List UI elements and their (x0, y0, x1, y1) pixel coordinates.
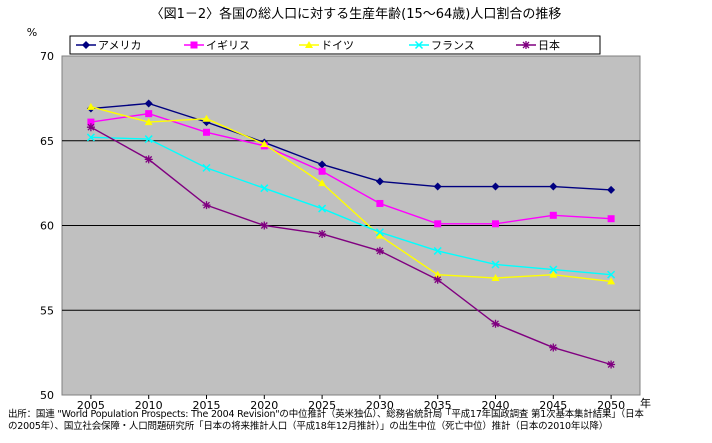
source-note-line-2: の2005年）、国立社会保障・人口問題研究所「日本の将来推計人口（平成18年12… (8, 421, 609, 432)
source-note: 出所：国連 "World Population Prospects: The 2… (8, 409, 708, 433)
data-point (376, 199, 384, 207)
data-point (433, 275, 442, 284)
legend-label: フランス (431, 39, 475, 52)
x-tick-label: 2040 (482, 399, 510, 410)
x-tick-label: 2035 (424, 399, 452, 410)
y-tick-label: 50 (40, 389, 54, 402)
legend-swatch-marker (190, 41, 198, 49)
data-point (607, 270, 616, 279)
line-chart: 〈図1－2〉各国の総人口に対する生産年齢(15〜64歳)人口割合の推移 % 50… (27, 6, 651, 410)
series-line (90, 102, 612, 191)
data-point (144, 99, 153, 108)
data-point (433, 270, 442, 278)
data-point (607, 277, 616, 285)
data-point (202, 114, 211, 122)
y-tick-label: 60 (40, 220, 54, 233)
data-point (492, 220, 499, 228)
y-tick-label: 55 (40, 304, 54, 317)
data-point (318, 229, 327, 238)
x-axis-ticks: 2005 2010 2015 2020 2025 2030 2035 2040 2045 2050 (77, 395, 625, 410)
data-point (86, 102, 95, 110)
x-tick-label: 2025 (308, 399, 336, 410)
legend-box (69, 35, 601, 55)
data-point (145, 110, 153, 118)
legend: アメリカ イギリス ドイツ フランス 日本 (69, 35, 601, 55)
data-point (86, 123, 95, 132)
data-point (260, 140, 269, 148)
y-axis-unit: % (27, 26, 37, 39)
legend-swatch-marker (522, 41, 530, 49)
legend-item: ドイツ (299, 39, 354, 52)
data-point (549, 182, 558, 191)
y-tick-label: 70 (40, 50, 54, 63)
data-point (87, 118, 95, 126)
source-note-line-1: 出所：国連 "World Population Prospects: The 2… (8, 409, 644, 420)
x-tick-label: 2045 (539, 399, 567, 410)
series-2 (87, 110, 615, 228)
data-point (491, 182, 500, 191)
x-tick-label: 2020 (250, 399, 278, 410)
data-point (144, 135, 153, 144)
data-point (318, 160, 327, 169)
data-point (260, 221, 269, 230)
legend-label: ドイツ (321, 39, 354, 52)
x-tick-label: 2015 (193, 399, 221, 410)
data-point (491, 319, 500, 328)
series-line (90, 126, 612, 366)
legend-item: 日本 (516, 38, 560, 52)
legend-swatch-marker (82, 41, 90, 49)
series-line (90, 112, 612, 225)
legend-item: イギリス (184, 39, 250, 52)
data-point (375, 177, 384, 186)
data-point (375, 246, 384, 255)
data-point (549, 265, 558, 274)
data-point (491, 274, 500, 282)
series-4 (86, 133, 616, 279)
data-point (375, 228, 384, 237)
data-point (433, 182, 442, 191)
x-axis-unit: 年 (640, 396, 651, 410)
data-point (607, 360, 616, 369)
series-5 (86, 123, 616, 369)
x-tick-label: 2010 (135, 399, 163, 410)
x-tick-label: 2005 (77, 399, 105, 410)
legend-label: イギリス (206, 39, 250, 52)
series-3 (86, 102, 616, 285)
series-line (90, 136, 612, 276)
chart-title: 〈図1－2〉各国の総人口に対する生産年齢(15〜64歳)人口割合の推移 (151, 6, 562, 22)
data-point (203, 128, 210, 136)
data-point (607, 215, 615, 223)
series-layer (86, 99, 616, 369)
x-tick-label: 2030 (366, 399, 394, 410)
data-point (144, 118, 153, 126)
data-point (549, 343, 558, 352)
legend-swatch-marker (414, 40, 424, 50)
legend-item: アメリカ (76, 39, 141, 52)
data-point (607, 185, 616, 194)
y-axis-ticks: 50 55 60 65 70 (40, 50, 54, 402)
data-point (202, 201, 211, 210)
x-tick-label: 2050 (597, 399, 625, 410)
legend-label: アメリカ (98, 39, 141, 52)
legend-label: 日本 (538, 38, 560, 52)
legend-swatch-marker (305, 41, 313, 48)
data-point (318, 204, 327, 213)
legend-item: フランス (409, 39, 475, 52)
grid-lines (62, 140, 640, 311)
data-point (434, 220, 442, 228)
data-point (549, 211, 557, 219)
data-point (549, 270, 558, 278)
data-point (144, 155, 153, 164)
data-point (433, 246, 442, 255)
series-line (90, 106, 612, 283)
data-point (375, 231, 384, 239)
data-point (318, 179, 327, 187)
data-point (260, 184, 269, 193)
data-point (491, 260, 500, 269)
data-point (86, 133, 95, 142)
data-point (318, 167, 326, 175)
y-tick-label: 65 (40, 135, 54, 148)
data-point (202, 163, 211, 172)
